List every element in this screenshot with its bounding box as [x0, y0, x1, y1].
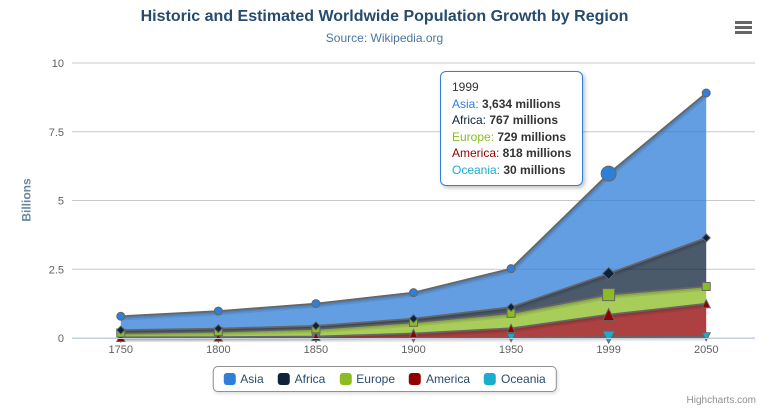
legend-swatch-icon — [277, 373, 290, 385]
tooltip-row-asia: Asia: 3,634 millions — [452, 96, 561, 111]
legend-label: America — [426, 372, 471, 386]
legend-item-asia[interactable]: Asia — [223, 372, 264, 386]
x-axis-label-1999: 1999 — [596, 344, 620, 356]
legend-item-europe[interactable]: Europe — [339, 372, 395, 386]
point-africa-1850[interactable] — [311, 321, 321, 331]
x-axis-label-2050: 2050 — [694, 344, 718, 356]
x-axis-label-1900: 1900 — [401, 344, 425, 356]
tooltip-row-europe: Europe: 729 millions — [452, 129, 567, 144]
tooltip-header: 1999 — [452, 80, 479, 94]
legend-item-america[interactable]: America — [409, 372, 470, 386]
point-america-1950[interactable] — [506, 323, 516, 333]
hamburger-icon — [735, 21, 752, 24]
point-america-2050[interactable] — [701, 298, 712, 309]
point-africa-1750[interactable] — [116, 325, 126, 335]
legend-label: Africa — [294, 372, 326, 386]
y-axis-tick-label: 0 — [58, 333, 64, 345]
point-asia-1750[interactable] — [116, 311, 126, 321]
point-europe-1999[interactable] — [602, 288, 616, 302]
point-asia-2050[interactable] — [701, 88, 711, 98]
series-area-africa[interactable] — [120, 237, 707, 333]
tooltip-row-oceania: Oceania: 30 millions — [452, 162, 566, 177]
point-africa-1900[interactable] — [408, 313, 419, 324]
legend-swatch-icon — [484, 373, 497, 385]
series-area-america[interactable] — [120, 303, 707, 338]
point-oceania-1999[interactable] — [601, 330, 616, 345]
point-asia-1850[interactable] — [311, 299, 321, 309]
y-axis-tick-label: 5 — [58, 196, 64, 208]
point-africa-1999[interactable] — [601, 266, 616, 281]
y-axis-tick-label: 2.5 — [49, 264, 64, 276]
tooltip-rows: Asia: 3,634 millions Africa: 767 millions… — [452, 96, 571, 179]
legend-swatch-icon — [223, 373, 236, 385]
x-axis-label-1750: 1750 — [109, 344, 133, 356]
x-axis-label-1950: 1950 — [499, 344, 523, 356]
point-asia-1950[interactable] — [506, 264, 516, 274]
chart-title: Historic and Estimated Worldwide Populat… — [140, 8, 629, 25]
point-africa-1800[interactable] — [213, 323, 224, 334]
point-africa-1950[interactable] — [506, 302, 516, 312]
tooltip: 1999 Asia: 3,634 millions Africa: 767 mil… — [440, 71, 584, 186]
legend-label: Europe — [356, 372, 396, 386]
point-america-1800[interactable] — [213, 331, 224, 342]
legend-label: Oceania — [501, 372, 546, 386]
tooltip-row-africa: Africa: 767 millions — [452, 113, 559, 127]
point-asia-1800[interactable] — [213, 306, 223, 316]
legend-item-oceania[interactable]: Oceania — [484, 372, 546, 386]
legend-swatch-icon — [409, 373, 422, 385]
point-oceania-2050[interactable] — [701, 332, 712, 342]
x-axis-label-1850: 1850 — [304, 344, 328, 356]
legend-label: Asia — [240, 372, 264, 386]
series-area-asia[interactable] — [120, 93, 707, 331]
point-asia-1999[interactable] — [600, 165, 617, 182]
point-asia-1900[interactable] — [409, 288, 418, 298]
tooltip-row-america: America: 818 millions — [452, 146, 572, 160]
hamburger-icon — [735, 31, 752, 34]
x-axis-label-1800: 1800 — [206, 344, 230, 356]
point-europe-2050[interactable] — [701, 281, 711, 291]
credits-link[interactable]: Highcharts.com — [686, 395, 756, 406]
legend: Asia Africa Europe America Oceania — [212, 366, 557, 392]
point-america-1900[interactable] — [408, 328, 419, 339]
legend-swatch-icon — [339, 373, 352, 385]
y-axis-tick-label: 7.5 — [49, 127, 64, 139]
context-menu-button[interactable] — [735, 21, 752, 34]
chart-subtitle: Source: Wikipedia.org — [325, 31, 444, 45]
hamburger-icon — [735, 26, 752, 29]
y-axis-tick-label: 10 — [52, 58, 64, 70]
point-oceania-1950[interactable] — [506, 333, 516, 343]
point-africa-2050[interactable] — [701, 233, 711, 243]
point-america-1999[interactable] — [601, 307, 616, 322]
legend-item-africa[interactable]: Africa — [277, 372, 326, 386]
